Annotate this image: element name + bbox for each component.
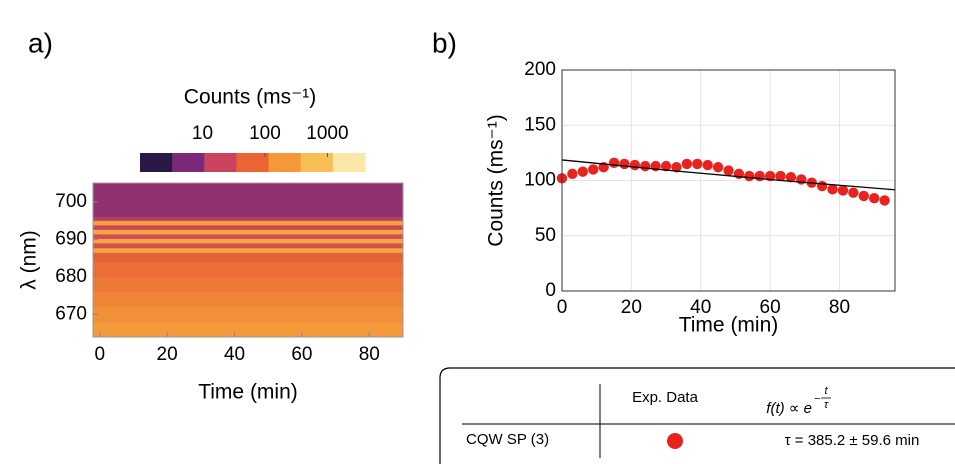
data-point: [567, 168, 578, 180]
heatmap-cell: [93, 247, 403, 253]
data-point: [640, 160, 651, 172]
plot-frame: [561, 69, 896, 292]
x-tick-label: 40: [690, 297, 711, 318]
y-axis-label: λ (nm): [18, 230, 41, 290]
data-point: [608, 157, 620, 169]
colorbar-tick-label: 100: [249, 123, 281, 144]
data-point: [671, 162, 682, 173]
heatmap-cell: [93, 225, 403, 230]
x-tick-label: 60: [760, 297, 781, 318]
heatmap-cell: [93, 306, 403, 323]
data-point: [692, 158, 703, 170]
colorbar-tick-label: 1000: [306, 123, 348, 144]
heatmap-cell: [93, 220, 403, 226]
data-point: [816, 180, 828, 192]
x-tick-label: 20: [621, 297, 642, 318]
y-tick-label: 100: [524, 170, 556, 191]
data-point: [702, 159, 713, 171]
data-point: [754, 170, 765, 182]
panel-label: b): [432, 27, 457, 58]
data-point: [744, 170, 755, 182]
x-axis-label: Time (min): [198, 381, 298, 404]
data-point: [577, 166, 589, 177]
heatmap-cell: [93, 238, 403, 244]
x-tick-label: 0: [557, 297, 568, 318]
data-point: [723, 165, 734, 176]
data-point: [868, 192, 880, 204]
x-tick-label: 0: [94, 344, 105, 365]
data-point: [629, 159, 641, 171]
y-tick-label: 700: [55, 191, 87, 212]
data-point: [848, 187, 859, 198]
x-tick-label: 80: [359, 344, 380, 365]
y-tick-label: 0: [545, 280, 556, 301]
x-tick-label: 60: [291, 344, 312, 365]
data-point: [775, 170, 786, 182]
data-point: [681, 158, 693, 170]
colorbar-block: [236, 153, 270, 172]
data-point: [827, 184, 838, 195]
heatmap-cell: [93, 216, 403, 221]
formula-base: f(t) ∝ e: [766, 400, 812, 417]
x-tick-label: 80: [829, 297, 850, 318]
row-result: τ = 385.2 ± 59.6 min: [785, 432, 920, 449]
plot-frame: [92, 182, 404, 338]
colorbar-block: [268, 153, 302, 172]
colorbar-block: [332, 153, 366, 172]
data-point: [660, 160, 672, 172]
y-tick-label: 150: [524, 114, 556, 135]
colorbar-block: [204, 153, 237, 172]
fit-line: [561, 159, 896, 191]
heatmap-cell: [93, 321, 403, 338]
x-axis-label: Time (min): [679, 314, 779, 337]
formula-denominator: τ: [824, 399, 829, 411]
row-label: CQW SP (3): [466, 431, 549, 448]
y-axis-label: Counts (ms⁻¹): [485, 114, 508, 246]
y-tick-label: 670: [55, 303, 87, 324]
colorbar-title: Counts (ms⁻¹): [184, 86, 316, 109]
heatmap-cell: [93, 243, 403, 249]
panel-label: a): [28, 27, 53, 58]
heatmap-cell: [93, 291, 403, 308]
heatmap-cell: [93, 261, 403, 278]
data-point: [879, 195, 890, 206]
heatmap-cell: [93, 183, 403, 218]
colorbar-block: [140, 153, 173, 172]
table-frame: [439, 367, 955, 464]
data-point: [858, 190, 869, 202]
formula-sign: −: [814, 393, 820, 405]
colorbar-block: [172, 153, 205, 172]
heatmap-cell: [93, 234, 403, 239]
x-tick-label: 20: [157, 344, 178, 365]
y-tick-label: 200: [524, 59, 556, 80]
data-point: [837, 185, 849, 196]
y-tick-label: 50: [535, 225, 556, 246]
heatmap-cell: [93, 276, 403, 293]
heatmap-cell: [93, 252, 403, 263]
data-point: [785, 171, 797, 183]
data-point: [588, 164, 599, 175]
legend-marker: [667, 433, 683, 449]
table-header: Exp. Data: [632, 389, 699, 406]
x-tick-label: 40: [224, 344, 245, 365]
y-tick-label: 680: [55, 266, 87, 287]
colorbar-tick-label: 10: [192, 123, 213, 144]
y-tick-label: 690: [55, 228, 87, 249]
data-point: [712, 162, 724, 173]
formula-numerator: t: [824, 385, 828, 397]
data-point: [619, 158, 630, 170]
heatmap-cell: [93, 229, 403, 235]
colorbar-block: [300, 153, 334, 172]
